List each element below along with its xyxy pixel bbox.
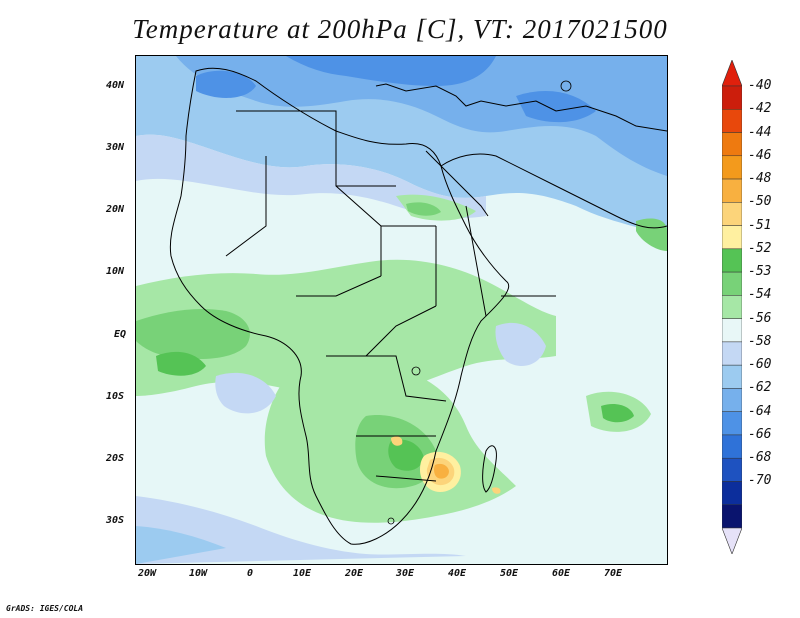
colorbar-tick-label: -46	[748, 147, 772, 163]
colorbar-tick-label: -58	[748, 333, 772, 349]
colorbar-tick-label: -66	[748, 426, 772, 442]
colorbar-cell	[722, 364, 742, 389]
med-coast-north	[375, 83, 667, 132]
africa-outline	[169, 67, 509, 545]
cold-region-north-mid	[176, 56, 667, 176]
lake-south	[387, 517, 395, 525]
colorbar-cell	[722, 388, 742, 412]
colorbar-tick-label: -44	[748, 124, 772, 140]
warm-spot-zambia	[391, 436, 403, 446]
colorbar-tick-label: -52	[748, 240, 772, 256]
arabia-coast	[440, 153, 667, 229]
credit-text: GrADS: IGES/COLA	[6, 604, 84, 613]
green-core-atlantic-deep	[156, 351, 206, 376]
lon-label-40e: 40E	[447, 568, 467, 579]
lon-label-60e: 60E	[551, 568, 571, 579]
colorbar-tick-label: -64	[748, 403, 772, 419]
colorbar-cell	[722, 202, 742, 226]
colorbar-cell	[722, 434, 742, 459]
colorbar-cell	[722, 248, 742, 273]
lon-label-30e: 30E	[395, 568, 415, 579]
warm-anomaly-core	[434, 463, 449, 479]
colorbar-tick-label: -62	[748, 380, 772, 396]
lon-label-20e: 20E	[344, 568, 364, 579]
colorbar-tick-label: -51	[748, 217, 772, 233]
colorbar-cell	[722, 411, 742, 436]
lat-label-40n: 40N	[106, 80, 125, 91]
caspian-sea	[560, 80, 572, 92]
colorbar-tick-label: -54	[748, 287, 772, 303]
lon-label-0: 0	[246, 568, 254, 579]
colorbar-cell	[722, 318, 742, 343]
map-title: Temperature at 200hPa [C], VT: 201702150…	[132, 14, 668, 44]
west-gulf-light-blue	[215, 372, 276, 414]
colorbar-cell	[722, 457, 742, 482]
green-core-west-atlantic	[136, 309, 250, 359]
lat-label-30s: 30S	[106, 515, 125, 526]
colorbar-tick-label: -42	[748, 101, 772, 117]
lon-label-70e: 70E	[603, 568, 623, 579]
lat-label-10s: 10S	[106, 391, 125, 402]
lat-label-eq: EQ	[114, 329, 127, 340]
lat-label-20n: 20N	[106, 204, 125, 215]
colorbar-min-triangle	[722, 527, 742, 554]
colorbar-cell	[722, 155, 742, 180]
lake-islands	[387, 80, 572, 525]
lon-label-10w: 10W	[188, 568, 208, 579]
colorbar-cell	[722, 132, 742, 157]
lon-label-20w: 20W	[137, 568, 157, 579]
colorbar-cell	[722, 225, 742, 250]
colorbar-cell	[722, 295, 742, 319]
colorbar-cell	[722, 271, 742, 296]
colorbar-cell	[722, 109, 742, 133]
colorbar-cell	[722, 481, 742, 505]
colorbar-tick-label: -53	[748, 264, 772, 280]
colorbar-cell	[722, 504, 742, 529]
green-core-north-africa	[406, 202, 441, 216]
colorbar	[722, 60, 742, 554]
lat-label-10n: 10N	[106, 266, 125, 277]
madagascar-outline	[482, 445, 497, 493]
colorbar-tick-label: -68	[748, 450, 772, 466]
lon-label-50e: 50E	[499, 568, 519, 579]
tropical-green-band	[136, 259, 556, 396]
east-africa-light-blue	[495, 322, 546, 366]
lake-victoria	[411, 366, 421, 376]
cold-core-northeast	[516, 91, 596, 123]
lat-label-20s: 20S	[106, 453, 125, 464]
colorbar-cell	[722, 341, 742, 366]
colorbar-cell	[722, 85, 742, 110]
colorbar-tick-label: -48	[748, 171, 772, 187]
colorbar-tick-label: -40	[748, 78, 772, 93]
colorbar-tick-label: -50	[748, 194, 772, 210]
colorbar-max-triangle	[722, 60, 742, 87]
map-panel	[135, 55, 668, 565]
country-borders	[225, 110, 556, 482]
indian-ocean-green-core	[601, 404, 634, 423]
lon-label-10e: 10E	[292, 568, 312, 579]
temperature-field-map	[136, 56, 667, 564]
colorbar-tick-label: -70	[748, 473, 772, 489]
lat-label-30n: 30N	[106, 142, 125, 153]
colorbar-tick-label: -56	[748, 310, 772, 326]
cold-core-northwest	[196, 70, 256, 98]
colorbar-tick-label: -60	[748, 357, 772, 373]
cold-region-north-dark	[286, 56, 496, 86]
colorbar-cell	[722, 178, 742, 203]
coastlines	[169, 67, 667, 545]
red-sea	[425, 150, 489, 217]
southern-africa-green-deep	[388, 439, 424, 471]
warm-spot-madagascar	[492, 487, 501, 494]
southern-ocean-mid-blue	[136, 526, 226, 564]
